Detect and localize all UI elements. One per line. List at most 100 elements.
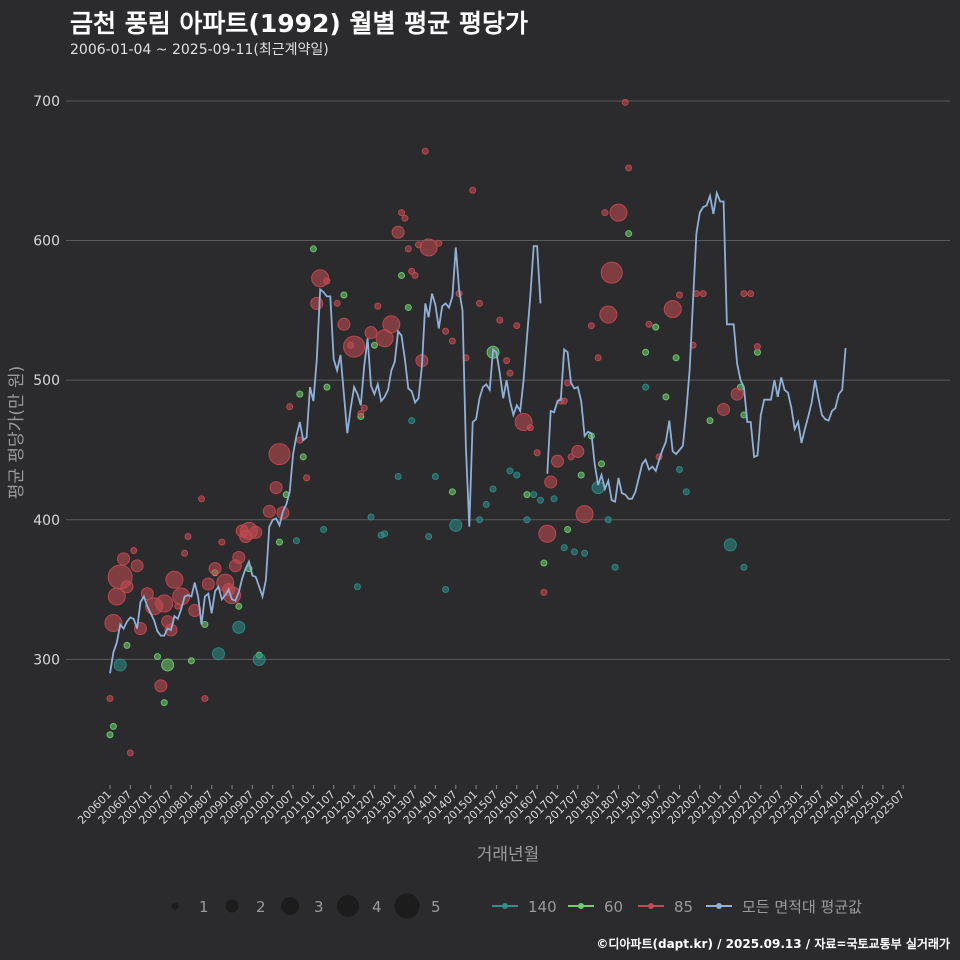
- data-point-85: [575, 505, 594, 524]
- data-point-60: [275, 538, 283, 546]
- data-point-60: [398, 271, 406, 279]
- data-point-85: [526, 424, 534, 432]
- data-point-140: [381, 530, 389, 538]
- data-point-85: [343, 335, 366, 358]
- data-point-85: [538, 524, 557, 543]
- data-point-85: [448, 337, 456, 345]
- data-point-85: [587, 322, 595, 330]
- data-point-85: [398, 209, 406, 217]
- data-point-60: [201, 620, 209, 628]
- data-point-85: [699, 290, 707, 298]
- data-point-85: [600, 261, 623, 284]
- size-legend-marker: [281, 897, 299, 915]
- data-point-85: [533, 449, 541, 457]
- page-subtitle: 2006-01-04 ~ 2025-09-11(최근계약일): [70, 42, 329, 58]
- data-point-60: [523, 491, 531, 499]
- legend-label: 모든 면적대 평균값: [742, 898, 862, 916]
- data-point-85: [269, 481, 283, 495]
- data-point-140: [113, 658, 127, 672]
- data-point-85: [469, 186, 477, 194]
- legend-key-dot: [578, 903, 584, 909]
- data-point-60: [577, 471, 585, 479]
- data-point-140: [523, 516, 531, 524]
- data-point-60: [296, 390, 304, 398]
- data-point-140: [550, 495, 558, 503]
- y-tick-label: 300: [33, 652, 60, 668]
- data-point-85: [625, 164, 633, 172]
- average-line: [546, 189, 847, 503]
- data-point-85: [120, 580, 134, 594]
- data-point-85: [382, 315, 401, 334]
- size-legend-label: 3: [314, 898, 324, 916]
- data-point-85: [360, 404, 368, 412]
- data-point-140: [611, 563, 619, 571]
- data-point-60: [323, 383, 331, 391]
- data-point-60: [662, 393, 670, 401]
- data-point-85: [181, 549, 189, 557]
- data-point-85: [117, 552, 131, 566]
- data-point-140: [570, 548, 578, 556]
- data-point-85: [421, 147, 429, 155]
- data-point-85: [506, 369, 514, 377]
- data-point-85: [165, 570, 184, 589]
- data-point-85: [730, 387, 744, 401]
- data-point-85: [601, 209, 609, 217]
- data-point-140: [675, 465, 683, 473]
- data-point-140: [513, 471, 521, 479]
- data-point-140: [292, 537, 300, 545]
- data-point-60: [153, 653, 161, 661]
- data-point-60: [652, 323, 660, 331]
- data-point-60: [299, 453, 307, 461]
- data-point-140: [320, 526, 328, 534]
- data-point-60: [106, 731, 114, 739]
- legend-key-dot: [716, 903, 722, 909]
- data-point-85: [357, 410, 365, 418]
- data-point-60: [642, 348, 650, 356]
- data-point-60: [370, 341, 378, 349]
- data-point-85: [268, 443, 291, 466]
- data-point-85: [411, 271, 419, 279]
- data-point-85: [753, 343, 761, 351]
- data-point-140: [353, 583, 361, 591]
- data-point-60: [625, 230, 633, 238]
- legend-label: 60: [604, 898, 623, 916]
- data-point-60: [706, 417, 714, 425]
- data-point-85: [232, 550, 246, 564]
- data-point-140: [442, 586, 450, 594]
- legend-label: 85: [674, 898, 693, 916]
- data-point-85: [645, 320, 653, 328]
- data-point-85: [740, 290, 748, 298]
- data-point-85: [513, 322, 521, 330]
- data-point-85: [303, 474, 311, 482]
- data-point-85: [717, 402, 731, 416]
- data-point-85: [496, 316, 504, 324]
- data-point-85: [550, 454, 564, 468]
- data-point-140: [642, 383, 650, 391]
- data-point-85: [442, 327, 450, 335]
- data-point-60: [160, 699, 168, 707]
- y-tick-label: 400: [33, 513, 60, 529]
- data-point-140: [604, 516, 612, 524]
- data-point-140: [489, 485, 497, 493]
- data-point-140: [530, 491, 538, 499]
- data-point-85: [218, 538, 226, 546]
- data-point-60: [340, 291, 348, 299]
- data-point-140: [740, 563, 748, 571]
- data-point-140: [408, 417, 416, 425]
- data-point-60: [404, 304, 412, 312]
- data-point-85: [184, 533, 192, 541]
- data-point-60: [448, 488, 456, 496]
- data-point-85: [310, 296, 324, 310]
- y-tick-label: 500: [33, 373, 60, 389]
- data-point-60: [564, 526, 572, 534]
- data-point-60: [598, 460, 606, 468]
- data-point-85: [401, 214, 409, 222]
- data-point-85: [106, 694, 114, 702]
- size-legend-label: 5: [431, 898, 441, 916]
- data-point-85: [663, 299, 682, 318]
- data-point-60: [187, 657, 195, 665]
- data-point-85: [208, 562, 222, 576]
- data-point-85: [333, 299, 341, 307]
- data-point-140: [425, 533, 433, 541]
